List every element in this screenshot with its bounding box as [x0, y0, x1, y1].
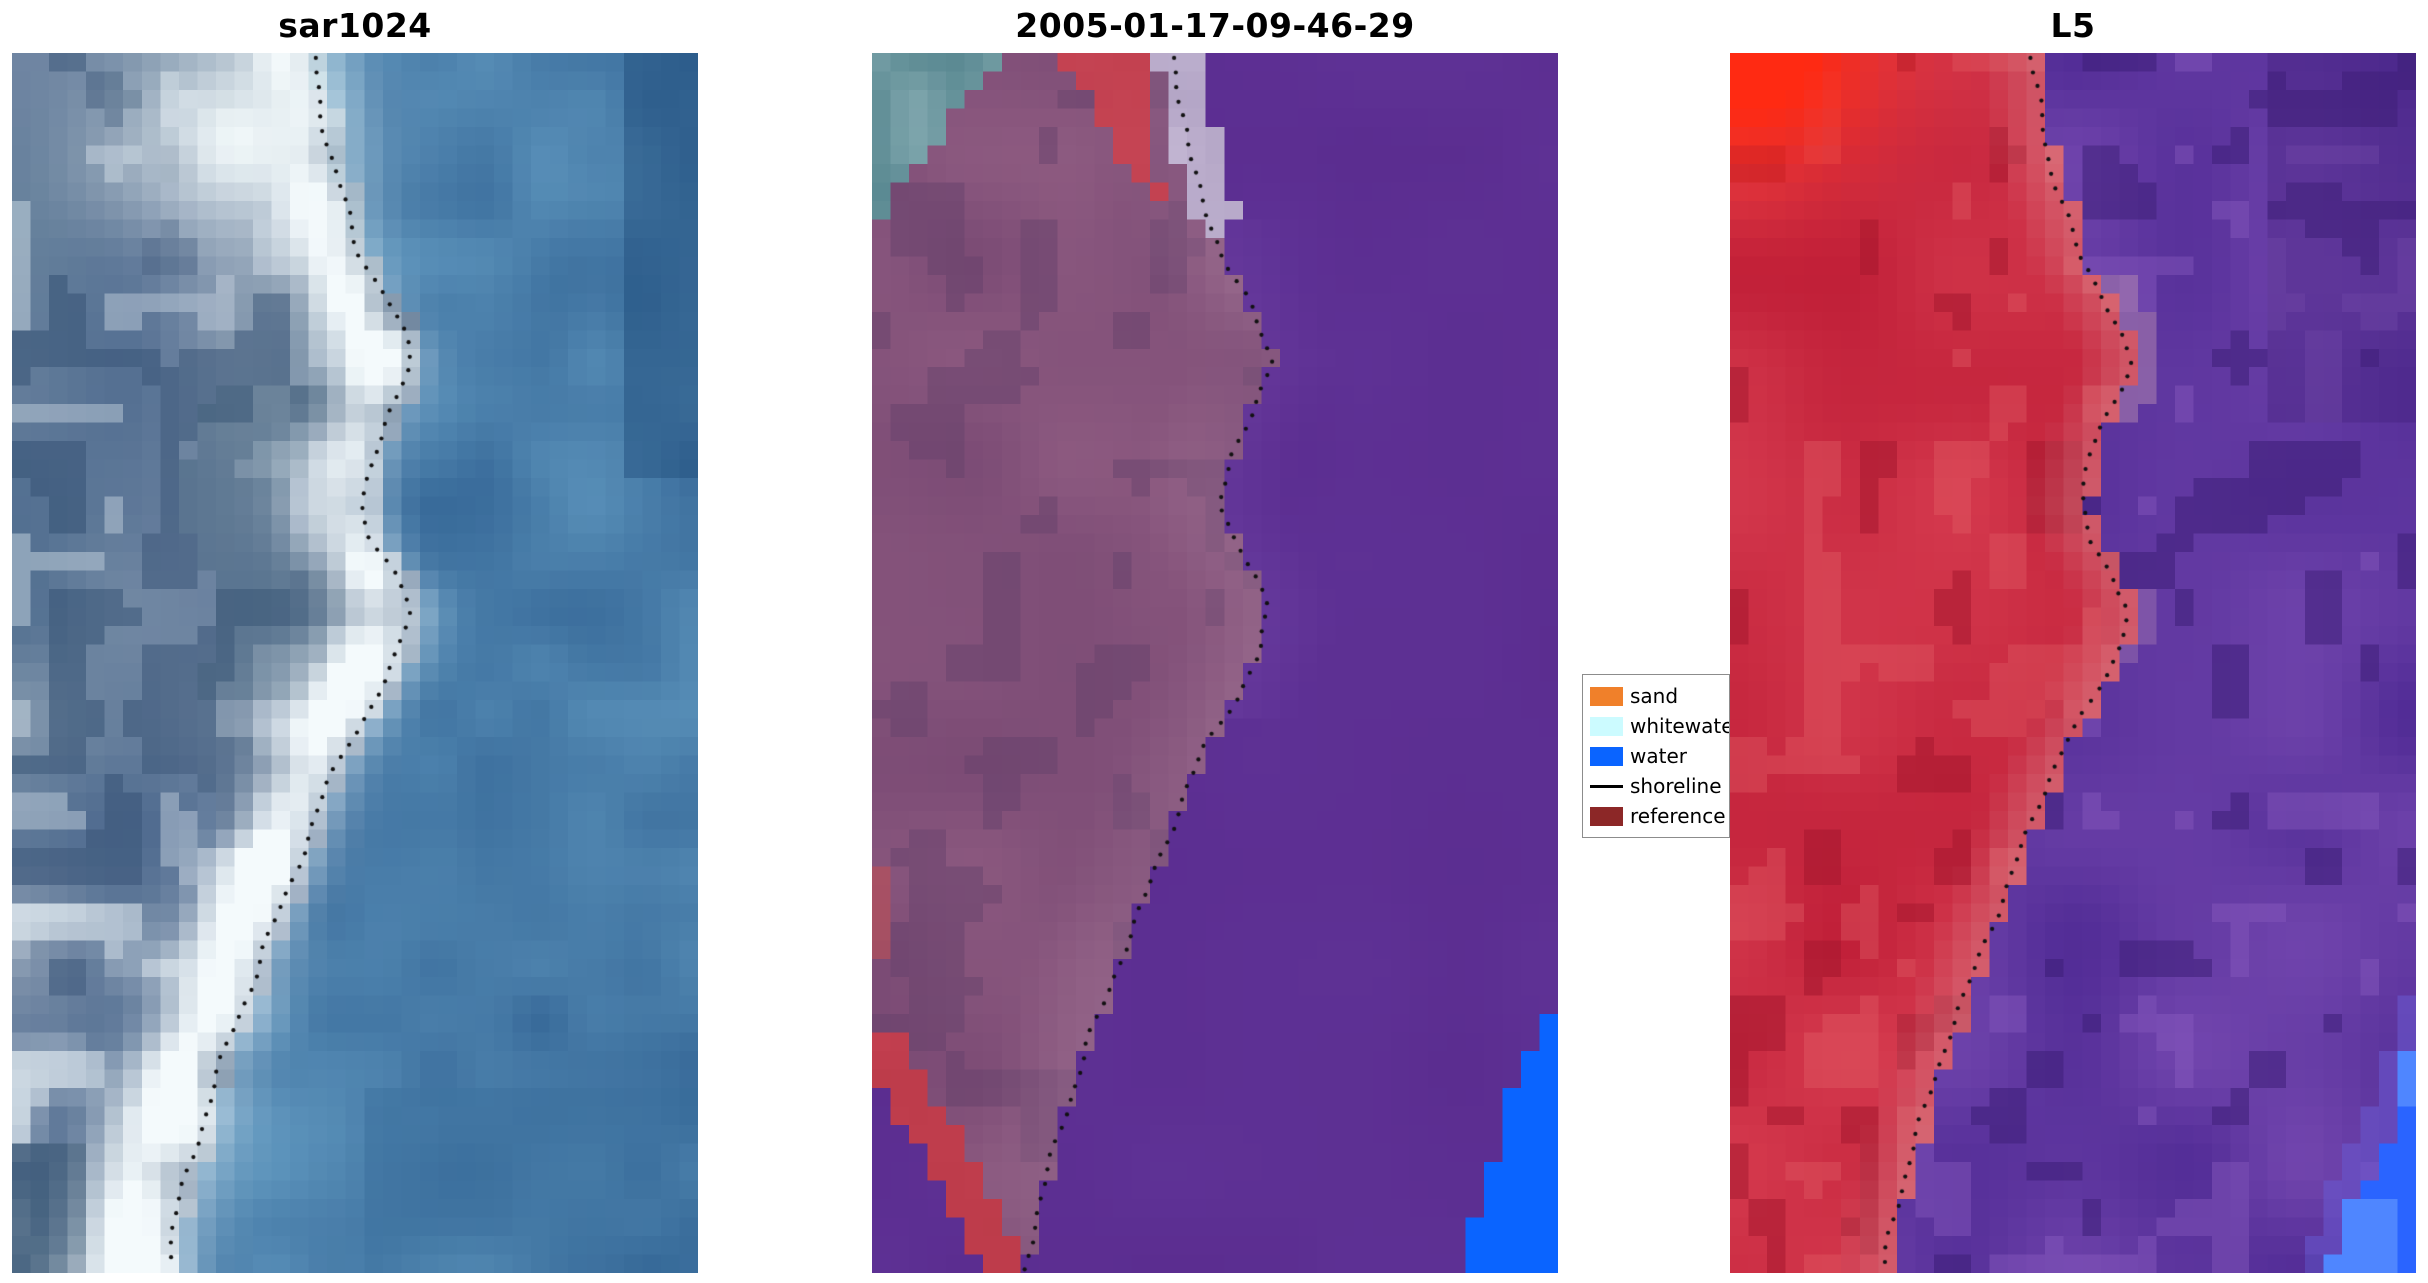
legend-item-shoreline: shoreline	[1590, 771, 1729, 801]
legend-item-sand: sand	[1590, 681, 1729, 711]
l5-image	[1730, 53, 2416, 1273]
legend-item-whitewater: whitewater	[1590, 711, 1729, 741]
water-swatch	[1590, 746, 1623, 766]
legend-item-reference: reference	[1590, 801, 1729, 831]
classified-image	[872, 53, 1558, 1273]
panel-title-l5: L5	[2050, 6, 2096, 45]
legend: sand whitewater water shoreline referenc…	[1582, 674, 1730, 838]
legend-label-shoreline: shoreline	[1630, 774, 1722, 798]
legend-label-whitewater: whitewater	[1630, 714, 1729, 738]
panel-l5: L5	[1730, 0, 2416, 1273]
legend-label-reference: reference	[1630, 804, 1726, 828]
whitewater-swatch	[1590, 716, 1623, 736]
shoreline-dots-canvas-sar	[12, 53, 698, 1273]
legend-item-water: water	[1590, 741, 1729, 771]
legend-label-water: water	[1630, 744, 1687, 768]
sand-swatch	[1590, 686, 1623, 706]
sar-image	[12, 53, 698, 1273]
panel-title-sar1024: sar1024	[278, 6, 432, 45]
panel-sar1024: sar1024	[12, 0, 698, 1273]
legend-label-sand: sand	[1630, 684, 1679, 708]
panel-title-classified: 2005-01-17-09-46-29	[1015, 6, 1415, 45]
shoreline-dots-canvas-classified	[872, 53, 1558, 1273]
shoreline-dots-canvas-l5	[1730, 53, 2416, 1273]
reference-swatch	[1590, 806, 1623, 826]
panel-classified: 2005-01-17-09-46-29	[872, 0, 1558, 1273]
shoreline-line-swatch	[1590, 784, 1623, 788]
